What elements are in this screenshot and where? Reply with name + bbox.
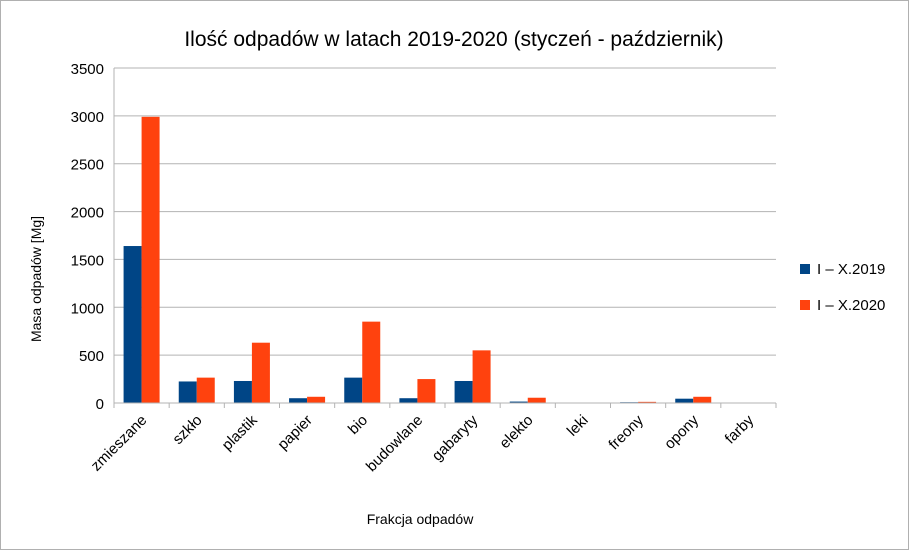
bar-plastik-series-2 [252, 343, 270, 403]
y-tick-label: 1500 [71, 252, 104, 269]
x-axis-label: Frakcja odpadów [367, 511, 475, 527]
x-tick-label: papier [274, 412, 316, 454]
x-tick-label: opony [661, 411, 702, 452]
x-tick-label: bio [345, 412, 371, 438]
y-tick-label: 1000 [71, 300, 104, 317]
x-tick-label: plastik [219, 411, 261, 453]
y-tick-label: 0 [96, 396, 104, 413]
legend-swatch [800, 300, 810, 310]
bar-szkło-series-2 [197, 378, 215, 403]
y-tick-label: 3000 [71, 109, 104, 126]
x-tick-label: leki [564, 412, 592, 440]
axes [114, 68, 776, 408]
x-tick-label: szkło [169, 412, 205, 448]
y-tick-label: 3500 [71, 61, 104, 78]
x-tick-label: budowlane [363, 412, 426, 475]
bar-bio-series-1 [344, 378, 362, 403]
bar-bio-series-2 [362, 322, 380, 403]
bar-szkło-series-1 [179, 381, 197, 403]
y-tick-labels: 0 500 1000 1500 2000 2500 3000 3500 [71, 61, 104, 413]
x-tick-label: zmieszane [88, 412, 151, 475]
bar-elekto-series-2 [528, 398, 546, 403]
x-tick-label: elekto [496, 412, 536, 452]
bar-gabaryty-series-1 [455, 381, 473, 403]
bar-plastik-series-1 [234, 381, 252, 403]
y-axis-label: Masa odpadów [Mg] [28, 216, 44, 342]
chart-title: Ilość odpadów w latach 2019-2020 (stycze… [184, 28, 723, 51]
bar-gabaryty-series-2 [473, 350, 491, 403]
bar-budowlane-series-2 [417, 379, 435, 403]
gridlines [114, 68, 776, 403]
legend-label: I – X.2019 [817, 261, 885, 278]
bar-papier-series-1 [289, 398, 307, 403]
x-tick-label: farby [722, 411, 758, 447]
bar-opony-series-2 [693, 397, 711, 403]
x-tick-label: gabaryty [429, 411, 482, 464]
x-tick-label: freony [605, 411, 647, 453]
y-tick-label: 2500 [71, 157, 104, 174]
bar-zmieszane-series-1 [124, 246, 142, 403]
legend: I – X.2019 I – X.2020 [800, 261, 885, 314]
y-tick-label: 2000 [71, 205, 104, 222]
bar-zmieszane-series-2 [142, 117, 160, 403]
legend-swatch [800, 264, 810, 274]
legend-label: I – X.2020 [817, 297, 885, 314]
bar-opony-series-1 [675, 399, 693, 403]
bar-papier-series-2 [307, 397, 325, 403]
y-tick-label: 500 [79, 348, 104, 365]
bar-budowlane-series-1 [399, 398, 417, 403]
